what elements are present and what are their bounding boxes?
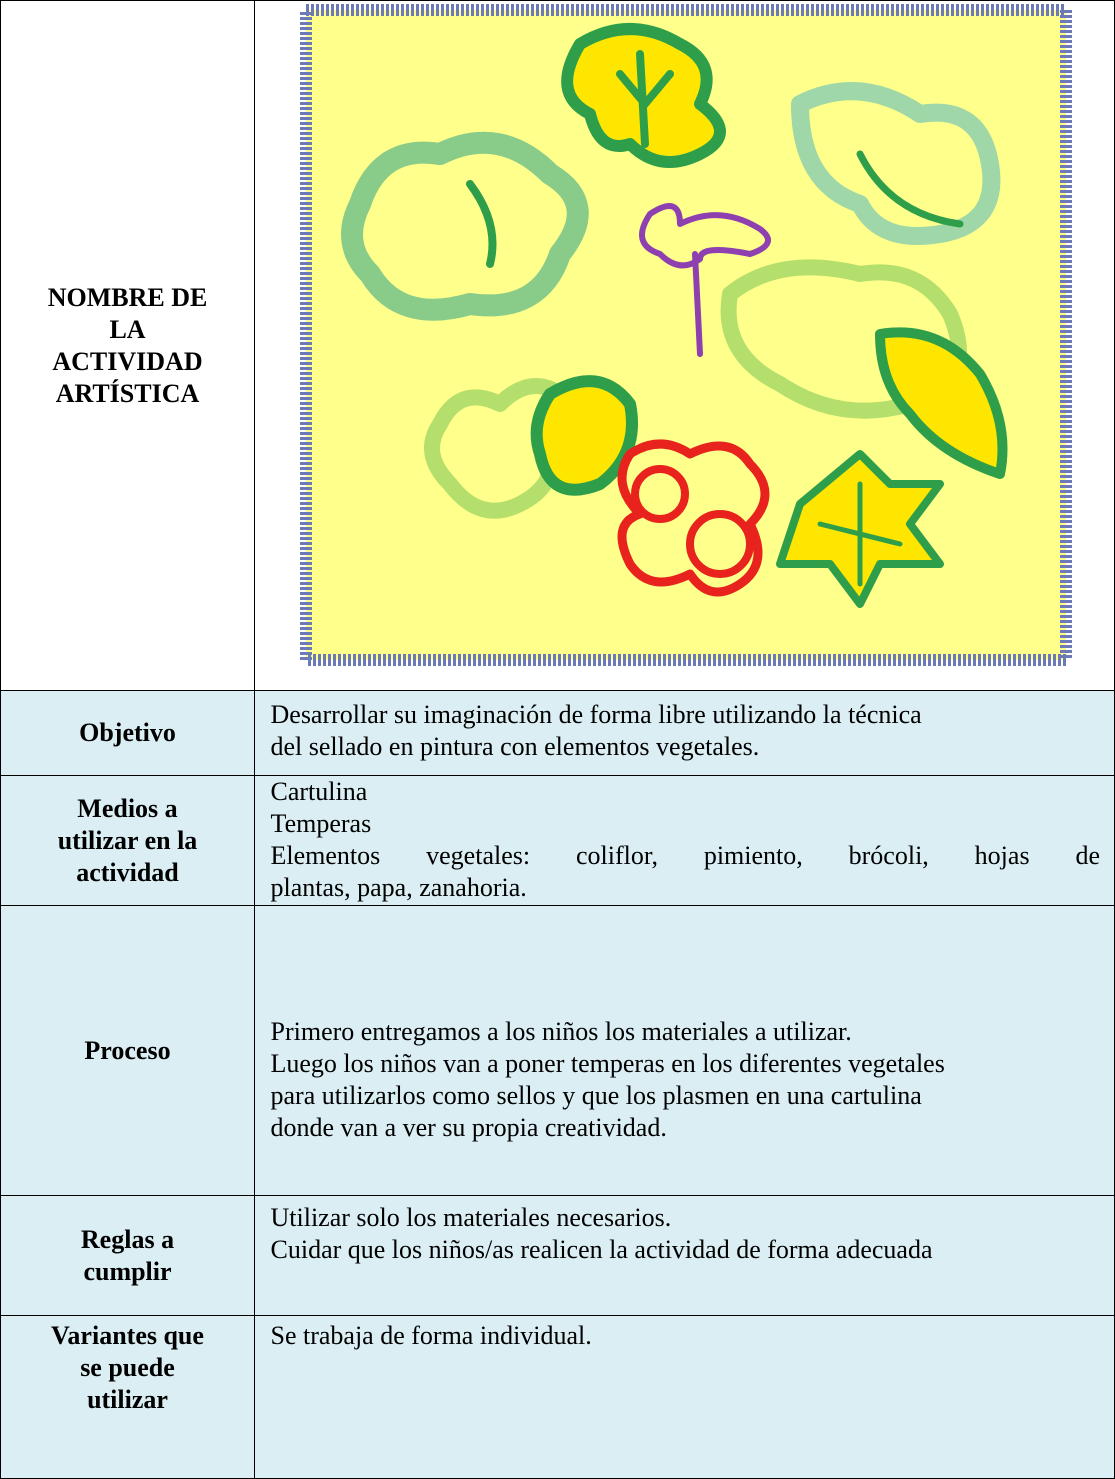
label-line: Reglas a [81,1224,174,1256]
content-line: Cartulina [271,776,1101,808]
content-line: Elementos vegetales: coliflor, pimiento,… [271,840,1101,872]
label-line: ARTÍSTICA [56,378,200,410]
row-content-cell: Utilizar solo los materiales necesarios.… [254,1195,1115,1317]
label-line: Variantes que [51,1320,204,1352]
content-line: Desarrollar su imaginación de forma libr… [271,699,1101,731]
label-line: ACTIVIDAD [52,346,202,378]
content-line: Primero entregamos a los niños los mater… [271,1016,1101,1048]
row-label-cell: Proceso [0,905,255,1197]
row-content-cell: Se trabaja de forma individual. [254,1315,1115,1479]
label-line: actividad [76,857,179,889]
content-line: del sellado en pintura con elementos veg… [271,731,1101,763]
label-line: utilizar en la [58,825,198,857]
content-line: Utilizar solo los materiales necesarios. [271,1202,1101,1234]
label-line: Medios a [77,793,177,825]
label-line: Objetivo [79,717,176,749]
content-line: donde van a ver su propia creatividad. [271,1112,1101,1144]
row-content-cell: Primero entregamos a los niños los mater… [254,905,1115,1197]
row-label-cell: Objetivo [0,690,255,777]
label-line: NOMBRE DE [48,282,208,314]
label-line: utilizar [87,1384,168,1416]
row-content-cell: Desarrollar su imaginación de forma libr… [254,690,1115,777]
label-line: LA [109,314,145,346]
content-line: Se trabaja de forma individual. [271,1320,1101,1352]
content-line: Cuidar que los niños/as realicen la acti… [271,1234,1101,1266]
content-line: Luego los niños van a poner temperas en … [271,1048,1101,1080]
content-line: para utilizarlos como sellos y que los p… [271,1080,1101,1112]
label-line: cumplir [83,1256,171,1288]
label-line: Proceso [84,1035,170,1067]
content-line: plantas, papa, zanahoria. [271,872,1101,904]
content-line: Temperas [271,808,1101,840]
artwork-image [300,4,1072,666]
label-line: se puede [80,1352,175,1384]
